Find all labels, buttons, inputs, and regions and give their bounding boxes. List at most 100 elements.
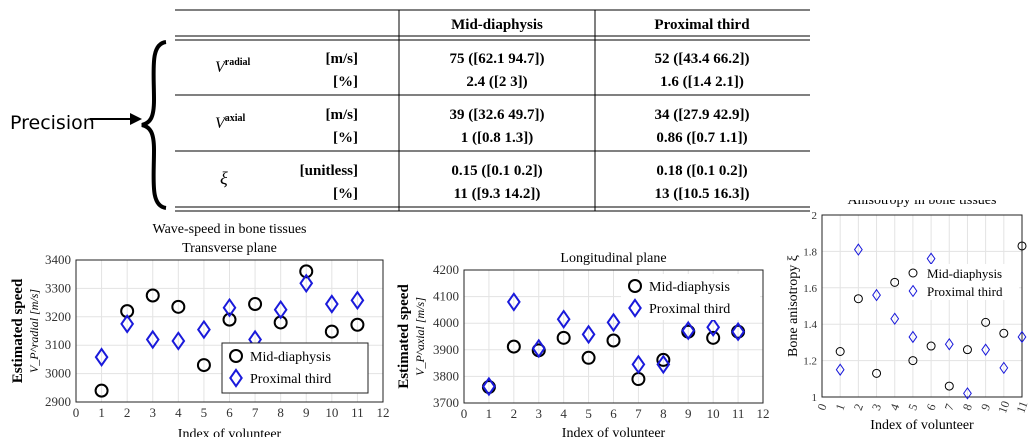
legend-label: Proximal third — [927, 284, 1003, 299]
data-point-circle — [981, 317, 991, 327]
x-tick-label: 0 — [461, 406, 468, 421]
x-tick-label: 10 — [325, 405, 338, 420]
value-cell: 52 ([43.4 66.2]) — [655, 51, 750, 67]
x-tick-label: 7 — [942, 402, 957, 412]
x-axis-label: Index of volunteer — [178, 427, 282, 437]
x-tick-label: 4 — [887, 402, 902, 412]
data-point-circle — [962, 345, 972, 355]
y-axis-sublabel: V_P^radial [m/s] — [27, 289, 41, 373]
data-point-diamond — [506, 292, 521, 312]
value-cell: 11 ([9.3 14.2]) — [454, 186, 541, 202]
data-point-diamond — [324, 294, 339, 314]
value-cell: 75 ([62.1 94.7]) — [450, 51, 545, 67]
x-tick-label: 8 — [960, 402, 975, 412]
data-point-circle — [1017, 241, 1027, 251]
x-tick-label: 2 — [851, 402, 866, 412]
x-tick-label: 0 — [814, 402, 829, 412]
legend-marker-diamond — [229, 368, 243, 388]
data-point-diamond — [731, 321, 746, 342]
x-tick-label: 6 — [226, 405, 233, 420]
value-cell: 39 ([32.6 49.7]) — [450, 107, 545, 123]
y-tick-label: 3700 — [433, 395, 459, 410]
chart-subtitle: Transverse plane — [182, 241, 277, 256]
data-point-circle — [145, 288, 160, 303]
x-tick-label: 10 — [995, 399, 1012, 415]
value-cell: 2.4 ([2 3]) — [466, 74, 527, 90]
y-tick-label: 1 — [812, 392, 818, 404]
value-cell: 34 ([27.9 42.9]) — [655, 107, 750, 123]
data-point-diamond — [963, 387, 972, 400]
y-tick-label: 1.8 — [803, 246, 817, 258]
data-point-diamond — [853, 243, 863, 256]
chart-transverse-plane: Wave-speed in bone tissues Transverse pla… — [10, 222, 390, 437]
data-point-diamond — [120, 314, 135, 334]
plot-frame — [75, 259, 384, 403]
x-tick-label: 2 — [124, 405, 131, 420]
data-point-diamond — [606, 312, 621, 333]
chart-title: Longitudinal plane — [560, 251, 666, 266]
data-point-circle — [835, 347, 845, 356]
data-point-diamond — [681, 320, 696, 341]
y-tick-label: 3900 — [433, 342, 459, 357]
header-mid-diaphysis: Mid-diaphysis — [451, 17, 543, 33]
y-tick-label: 4100 — [433, 289, 459, 304]
curly-brace-icon — [141, 40, 167, 210]
legend-marker-circle — [628, 279, 642, 293]
x-tick-label: 9 — [303, 405, 310, 420]
data-point-circle — [248, 297, 263, 312]
y-tick-label: 3200 — [45, 309, 71, 324]
chart-title: Anisotropy in bone tissues — [848, 200, 997, 208]
y-tick-label: 3300 — [45, 280, 71, 295]
x-tick-label: 5 — [201, 405, 208, 420]
data-point-diamond — [531, 338, 546, 359]
unit-cell: [m/s] — [326, 51, 359, 67]
unit-cell: [m/s] — [326, 107, 359, 123]
data-point-diamond — [835, 363, 845, 376]
data-point-circle — [196, 358, 211, 373]
legend-marker-diamond — [628, 298, 642, 318]
x-tick-label: 4 — [175, 405, 182, 420]
data-point-circle — [656, 352, 671, 367]
data-point-diamond — [273, 299, 288, 320]
precision-table: Mid-diaphysis Proximal third Vradial [m/… — [175, 9, 810, 212]
legend-label: Mid-diaphysis — [927, 266, 1002, 281]
y-tick-label: 3400 — [45, 252, 71, 267]
unit-cell: [%] — [333, 186, 358, 202]
data-point-circle — [299, 264, 314, 279]
data-point-diamond — [581, 324, 596, 345]
x-tick-label: 7 — [252, 405, 259, 420]
y-tick-label: 3100 — [45, 337, 71, 352]
legend-label: Proximal third — [250, 372, 331, 387]
unit-cell: [%] — [333, 74, 358, 90]
y-tick-label: 2900 — [45, 394, 71, 409]
x-tick-label: 5 — [905, 402, 920, 412]
data-point-circle — [853, 294, 863, 304]
data-point-diamond — [171, 331, 186, 351]
x-tick-label: 8 — [277, 405, 284, 420]
legend-label: Mid-diaphysis — [250, 350, 331, 365]
x-tick-label: 5 — [585, 406, 592, 421]
x-tick-label: 4 — [560, 406, 567, 421]
x-tick-label: 12 — [377, 405, 390, 420]
data-point-diamond — [196, 319, 211, 340]
data-point-diamond — [631, 354, 646, 375]
data-point-circle — [944, 381, 954, 391]
value-cell: 0.15 ([0.1 0.2]) — [451, 163, 542, 179]
symbol-v-axial: Vaxial — [215, 113, 246, 132]
data-point-diamond — [908, 330, 918, 344]
x-tick-label: 3 — [150, 405, 157, 420]
header-proximal-third: Proximal third — [654, 17, 750, 33]
data-point-diamond — [999, 361, 1009, 375]
data-point-circle — [556, 330, 571, 345]
symbol-v-radial: Vradial — [215, 57, 251, 76]
y-axis-label: Estimated speed — [396, 284, 412, 389]
y-axis-label: Estimated speed — [10, 278, 26, 383]
x-tick-label: 12 — [757, 406, 770, 421]
plot-frame — [463, 269, 764, 404]
data-point-diamond — [556, 309, 571, 330]
data-point-circle — [606, 333, 621, 348]
y-tick-label: 4000 — [433, 315, 459, 330]
data-point-circle — [908, 356, 918, 366]
value-cell: 13 ([10.5 16.3]) — [655, 186, 750, 202]
